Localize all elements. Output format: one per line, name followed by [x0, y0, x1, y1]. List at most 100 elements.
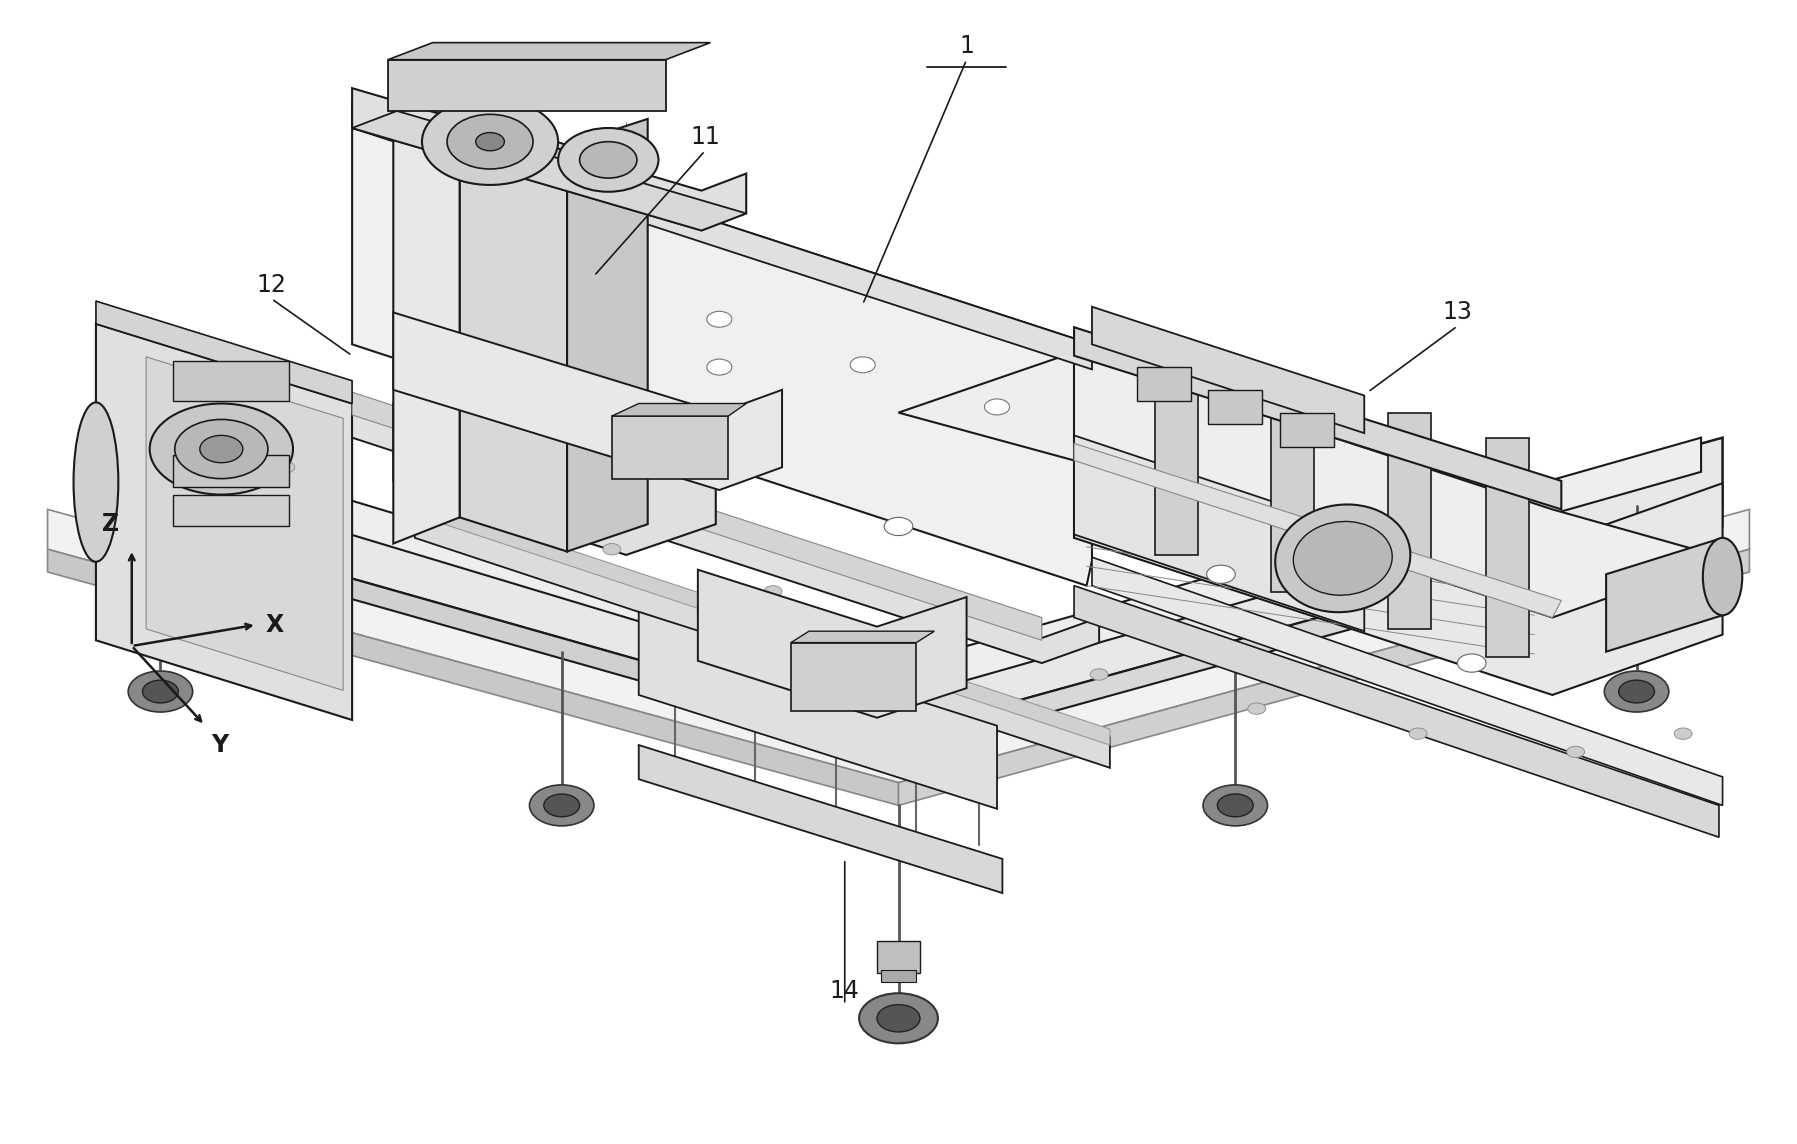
- Bar: [1138, 367, 1190, 402]
- Polygon shape: [424, 501, 1111, 745]
- Circle shape: [142, 681, 178, 702]
- Polygon shape: [697, 570, 967, 717]
- Circle shape: [559, 128, 658, 192]
- Polygon shape: [95, 438, 1723, 733]
- Bar: [611, 416, 728, 478]
- Circle shape: [1675, 728, 1693, 739]
- Circle shape: [562, 483, 591, 501]
- Polygon shape: [898, 506, 1723, 754]
- Bar: [1279, 413, 1333, 447]
- Polygon shape: [394, 312, 782, 490]
- Circle shape: [859, 993, 938, 1043]
- Polygon shape: [352, 111, 746, 230]
- Circle shape: [884, 517, 913, 535]
- Polygon shape: [791, 631, 934, 643]
- Polygon shape: [394, 111, 460, 543]
- Polygon shape: [898, 549, 1750, 805]
- Circle shape: [438, 270, 464, 286]
- Polygon shape: [898, 352, 1723, 618]
- Circle shape: [1567, 746, 1585, 757]
- Circle shape: [564, 265, 589, 281]
- Polygon shape: [1075, 327, 1562, 509]
- Bar: [1387, 413, 1430, 629]
- Polygon shape: [352, 413, 1100, 664]
- Circle shape: [604, 543, 620, 555]
- Polygon shape: [95, 324, 352, 720]
- Bar: [1270, 390, 1314, 593]
- Circle shape: [764, 586, 782, 597]
- Circle shape: [1206, 565, 1235, 583]
- Polygon shape: [47, 509, 1750, 782]
- Text: Z: Z: [102, 511, 119, 535]
- Polygon shape: [1075, 444, 1562, 618]
- Bar: [388, 59, 665, 111]
- Text: 11: 11: [690, 125, 721, 149]
- Bar: [791, 643, 916, 710]
- Circle shape: [850, 357, 875, 373]
- Polygon shape: [352, 392, 1042, 641]
- Circle shape: [1247, 702, 1265, 714]
- Bar: [877, 940, 920, 972]
- Bar: [1208, 390, 1261, 424]
- Bar: [173, 362, 289, 402]
- Polygon shape: [352, 103, 1093, 586]
- Circle shape: [1091, 669, 1109, 681]
- Polygon shape: [1075, 436, 1364, 631]
- Ellipse shape: [74, 403, 119, 562]
- Polygon shape: [95, 301, 352, 404]
- Polygon shape: [460, 111, 568, 551]
- Circle shape: [438, 222, 464, 238]
- Polygon shape: [611, 404, 746, 416]
- Circle shape: [277, 461, 295, 472]
- Circle shape: [706, 359, 731, 375]
- Polygon shape: [1607, 538, 1723, 652]
- Polygon shape: [638, 612, 997, 809]
- Circle shape: [580, 142, 636, 178]
- Circle shape: [1605, 672, 1669, 712]
- Circle shape: [199, 436, 243, 462]
- Circle shape: [149, 404, 293, 494]
- Circle shape: [422, 98, 559, 185]
- Bar: [173, 494, 289, 526]
- Polygon shape: [1075, 387, 1723, 694]
- Polygon shape: [638, 745, 1003, 893]
- Circle shape: [985, 399, 1010, 415]
- Circle shape: [877, 1004, 920, 1032]
- Polygon shape: [146, 357, 343, 690]
- Ellipse shape: [1276, 505, 1411, 612]
- Polygon shape: [352, 88, 746, 230]
- Text: 14: 14: [830, 979, 859, 1003]
- Text: 13: 13: [1443, 301, 1472, 325]
- Polygon shape: [1075, 586, 1720, 837]
- Circle shape: [433, 500, 451, 511]
- Circle shape: [706, 311, 731, 327]
- Circle shape: [544, 794, 580, 817]
- Circle shape: [1202, 785, 1267, 826]
- Circle shape: [530, 785, 595, 826]
- Polygon shape: [47, 549, 898, 805]
- Ellipse shape: [1704, 538, 1743, 615]
- Circle shape: [128, 672, 192, 712]
- Bar: [1155, 362, 1197, 555]
- Circle shape: [1409, 728, 1427, 739]
- Polygon shape: [95, 506, 898, 754]
- Circle shape: [925, 629, 943, 641]
- Polygon shape: [1093, 307, 1364, 434]
- Bar: [881, 970, 916, 982]
- Polygon shape: [142, 438, 1702, 699]
- Ellipse shape: [1294, 522, 1393, 595]
- Text: 1: 1: [960, 34, 974, 58]
- Circle shape: [1457, 654, 1486, 673]
- Bar: [1486, 438, 1529, 658]
- Text: 12: 12: [257, 273, 286, 297]
- Polygon shape: [394, 404, 715, 555]
- Polygon shape: [568, 119, 647, 551]
- Text: X: X: [266, 613, 284, 637]
- Circle shape: [1619, 681, 1655, 702]
- Polygon shape: [388, 42, 710, 59]
- Text: Y: Y: [210, 733, 228, 757]
- Polygon shape: [415, 507, 1111, 768]
- Circle shape: [1217, 794, 1253, 817]
- Circle shape: [174, 420, 268, 478]
- Polygon shape: [1093, 557, 1723, 805]
